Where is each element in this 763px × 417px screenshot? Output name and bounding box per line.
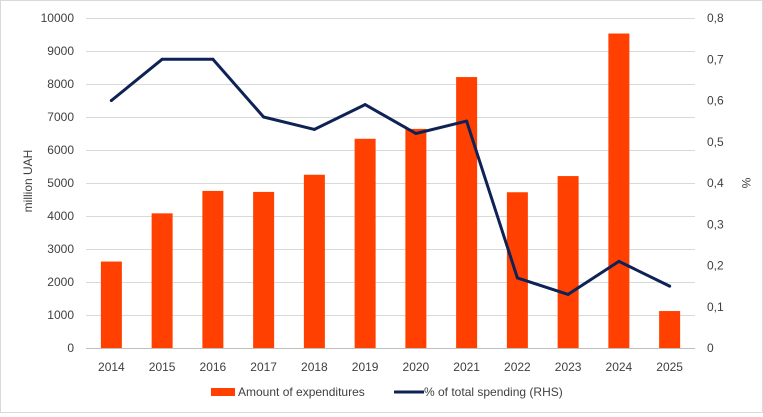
y-left-tick-label: 4000 <box>47 209 74 223</box>
y-axis-left-title: million UAH <box>21 150 35 213</box>
x-tick-label: 2018 <box>301 360 328 374</box>
y-right-tick-label: 0,1 <box>707 300 724 314</box>
y-left-tick-label: 9000 <box>47 44 74 58</box>
bar <box>659 311 681 348</box>
line-point <box>363 103 367 107</box>
line-point <box>566 292 570 296</box>
bar <box>557 176 579 348</box>
y-left-tick-label: 1000 <box>47 308 74 322</box>
y-right-tick-label: 0 <box>707 341 714 355</box>
y-left-tick-label: 3000 <box>47 242 74 256</box>
y-right-tick-label: 0,5 <box>707 135 724 149</box>
legend: Amount of expenditures % of total spendi… <box>211 385 563 399</box>
line-point <box>160 57 164 61</box>
line-point <box>617 259 621 263</box>
legend-label-expenditures: Amount of expenditures <box>238 385 365 399</box>
line-point <box>465 119 469 123</box>
y-right-tick-label: 0,2 <box>707 259 724 273</box>
y-right-tick-label: 0,3 <box>707 217 724 231</box>
y-left-tick-label: 2000 <box>47 275 74 289</box>
y-axis-right: 0 0,1 0,2 0,3 0,4 0,5 0,6 0,7 0,8 <box>707 11 724 355</box>
line-point <box>312 127 316 131</box>
bar <box>506 192 528 348</box>
y-left-tick-label: 7000 <box>47 110 74 124</box>
line-point <box>515 276 519 280</box>
y-right-tick-label: 0,6 <box>707 94 724 108</box>
line-point <box>109 99 113 102</box>
bar <box>151 213 173 348</box>
x-tick-label: 2019 <box>352 360 379 374</box>
x-tick-label: 2015 <box>149 360 176 374</box>
x-tick-label: 2022 <box>504 360 531 374</box>
line-point <box>414 132 418 135</box>
y-right-tick-label: 0,8 <box>707 11 724 25</box>
x-tick-label: 2020 <box>403 360 430 374</box>
legend-swatch-expenditures <box>211 388 235 396</box>
y-right-tick-label: 0,7 <box>707 52 724 66</box>
bar-series <box>100 33 681 348</box>
x-tick-label: 2014 <box>98 360 125 374</box>
bar <box>100 261 122 348</box>
x-tick-label: 2023 <box>555 360 582 374</box>
line-series <box>109 57 672 296</box>
y-left-tick-label: 0 <box>67 341 74 355</box>
y-right-tick-label: 0,4 <box>707 176 724 190</box>
x-tick-label: 2021 <box>453 360 480 374</box>
x-tick-label: 2025 <box>656 360 683 374</box>
y-left-tick-label: 6000 <box>47 143 74 157</box>
bar <box>456 77 478 348</box>
series-line <box>109 57 672 296</box>
legend-label-percent: % of total spending (RHS) <box>424 385 563 399</box>
x-tick-label: 2024 <box>606 360 633 374</box>
x-axis: 2014 2015 2016 2017 2018 2019 2020 2021 2022 2023… <box>98 360 683 374</box>
y-axis-right-title: % <box>739 178 753 189</box>
y-left-tick-label: 5000 <box>47 176 74 190</box>
x-tick-label: 2017 <box>250 360 277 374</box>
bar <box>202 190 224 348</box>
y-left-tick-label: 8000 <box>47 77 74 91</box>
line-point <box>262 115 266 119</box>
bar <box>253 191 275 348</box>
y-axis-left: 0 1000 2000 3000 4000 5000 6000 7000 8000 9000 100… <box>41 11 75 355</box>
bar <box>405 128 427 348</box>
bar <box>608 33 630 348</box>
line-point <box>668 284 672 288</box>
x-tick-label: 2016 <box>200 360 227 374</box>
bar <box>354 138 376 348</box>
bar <box>303 174 325 348</box>
line-point <box>211 57 215 61</box>
gridlines <box>86 18 695 349</box>
y-left-tick-label: 10000 <box>41 11 75 25</box>
